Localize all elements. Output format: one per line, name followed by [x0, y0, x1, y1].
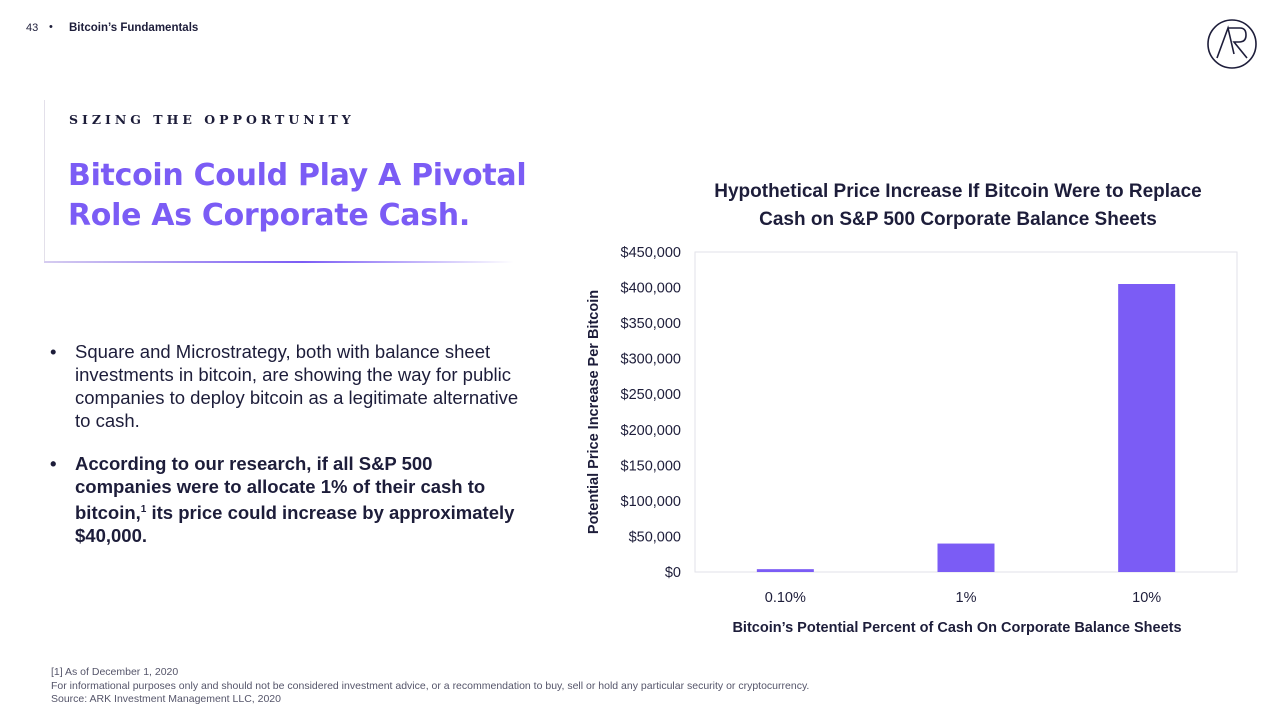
section-title: Bitcoin’s Fundamentals	[69, 22, 199, 34]
y-tick-label: $200,000	[621, 423, 681, 439]
bullet-mark: •	[50, 341, 57, 362]
page-number: 43	[26, 22, 39, 34]
bullet-text-after: its price could increase by approximatel…	[75, 502, 515, 547]
y-tick-label: $300,000	[621, 352, 681, 368]
bar-chart: Hypothetical Price Increase If Bitcoin W…	[586, 181, 1238, 636]
header-separator: •	[49, 21, 53, 33]
y-tick-label: $100,000	[621, 494, 681, 510]
bar	[756, 569, 814, 572]
y-tick-label: $250,000	[621, 387, 681, 403]
chart-title-line-2: Cash on S&P 500 Corporate Balance Sheets	[759, 209, 1157, 230]
y-axis-title: Potential Price Increase Per Bitcoin	[586, 290, 602, 534]
headline-line-1: Bitcoin Could Play A Pivotal	[68, 158, 527, 193]
eyebrow-label: SIZING THE OPPORTUNITY	[69, 112, 355, 127]
bullet-list: • Square and Microstrategy, both with ba…	[50, 340, 530, 567]
y-tick-label: $450,000	[621, 245, 681, 261]
chart-title-line-1: Hypothetical Price Increase If Bitcoin W…	[714, 181, 1201, 202]
bullet-mark: •	[50, 453, 57, 474]
title-divider	[44, 261, 514, 263]
x-axis-title: Bitcoin’s Potential Percent of Cash On C…	[732, 620, 1181, 636]
footnote-reference: 1	[140, 504, 147, 515]
footnotes: [1] As of December 1, 2020 For informati…	[51, 666, 809, 707]
bar	[1118, 284, 1176, 572]
bullet-item-2: • According to our research, if all S&P …	[50, 452, 530, 547]
y-tick-label: $350,000	[621, 316, 681, 332]
bullet-text: Square and Microstrategy, both with bala…	[75, 341, 519, 431]
y-tick-label: $150,000	[621, 458, 681, 474]
y-tick-label: $400,000	[621, 281, 681, 297]
source-note: Source: ARK Investment Management LLC, 2…	[51, 693, 281, 705]
x-tick-label: 0.10%	[765, 590, 806, 606]
bullet-text-before: According to our research, if all S&P 50…	[75, 453, 486, 524]
headline-line-2: Role As Corporate Cash.	[68, 198, 470, 233]
disclaimer: For informational purposes only and shou…	[51, 679, 810, 692]
y-tick-label: $50,000	[629, 529, 681, 545]
bars	[756, 284, 1176, 572]
bar	[937, 543, 995, 572]
headline: Bitcoin Could Play A Pivotal Role As Cor…	[68, 156, 538, 236]
y-axis-ticks: $0 $50,000 $100,000 $150,000 $200,000 $250,00…	[621, 245, 681, 581]
bullet-item-1: • Square and Microstrategy, both with ba…	[50, 340, 530, 432]
title-block	[44, 100, 515, 262]
footnote-1: [1] As of December 1, 2020	[51, 666, 179, 678]
ark-logo-icon	[1207, 19, 1257, 69]
x-tick-label: 10%	[1132, 590, 1161, 606]
x-tick-label: 1%	[956, 590, 977, 606]
x-axis-ticks: 0.10% 1% 10%	[765, 590, 1162, 606]
y-tick-label: $0	[665, 565, 681, 581]
